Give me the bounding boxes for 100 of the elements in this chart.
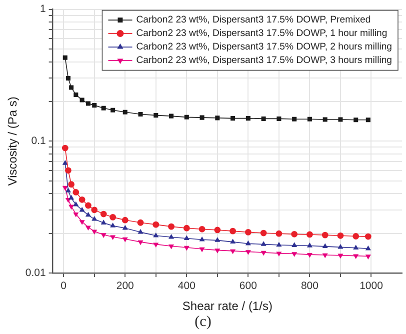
point (85, 226, 91, 231)
point (110, 222, 116, 228)
point (292, 252, 298, 257)
point (322, 232, 328, 238)
point (338, 117, 343, 122)
legend-label: Carbon2 23 wt%, Dispersant3 17.5% DOWP, 2 hours milling (136, 42, 392, 53)
point (100, 220, 106, 224)
point (110, 108, 116, 112)
point (183, 224, 190, 232)
point (122, 237, 128, 242)
x-axis-title: Shear rate / (1/s) (182, 299, 272, 314)
point (68, 181, 74, 188)
point (68, 204, 74, 210)
legend-label: Carbon2 23 wt%, Dispersant3 17.5% DOWP, Premixed (136, 14, 371, 26)
point (292, 242, 298, 247)
point (261, 116, 266, 121)
point (353, 254, 359, 260)
point (79, 206, 85, 212)
point (62, 160, 68, 165)
point (260, 230, 267, 236)
point (80, 98, 84, 102)
point (306, 231, 313, 238)
point (292, 116, 297, 122)
point (65, 167, 72, 174)
point (246, 116, 250, 121)
point (198, 226, 206, 232)
point (73, 212, 79, 218)
point (366, 118, 370, 122)
point (245, 240, 251, 246)
point (62, 55, 68, 60)
point (276, 242, 282, 247)
point (92, 103, 97, 108)
point (214, 237, 220, 242)
point (138, 240, 144, 246)
point (353, 244, 359, 250)
x-tick-label: 200 (116, 280, 134, 292)
x-tick-label: 0 (60, 280, 67, 292)
point (354, 118, 358, 122)
point (199, 236, 205, 242)
x-tick-label: 1000 (360, 280, 384, 292)
point (62, 186, 68, 191)
point (260, 241, 266, 246)
point (79, 220, 85, 225)
point (244, 228, 252, 236)
point (138, 112, 143, 116)
point (338, 254, 344, 259)
point (110, 214, 116, 220)
point (352, 233, 360, 240)
point (215, 116, 220, 120)
y-tick-label: 0.1 (31, 135, 46, 148)
point (306, 252, 312, 258)
point (92, 216, 98, 221)
point (168, 244, 174, 250)
point (260, 250, 266, 256)
point (138, 228, 144, 234)
point (66, 76, 70, 81)
point (122, 224, 128, 230)
point (72, 189, 80, 196)
point (365, 245, 371, 250)
point (230, 228, 236, 234)
point (199, 247, 205, 252)
point (74, 92, 78, 97)
point (85, 212, 91, 217)
point (214, 248, 220, 254)
point (306, 242, 312, 248)
point (322, 243, 328, 248)
point (100, 233, 106, 238)
point (214, 226, 221, 234)
legend-label: Carbon2 23 wt%, Dispersant3 17.5% DOWP, 3 hours milling (136, 55, 392, 66)
point (91, 206, 98, 214)
point (230, 238, 236, 244)
point (338, 244, 344, 249)
legend-label: Carbon2 23 wt%, Dispersant3 17.5% DOWP, 1 hour milling (136, 28, 388, 40)
point (73, 201, 79, 206)
point (86, 101, 90, 106)
point (78, 196, 86, 203)
point (68, 194, 74, 200)
point (230, 249, 236, 254)
point (245, 250, 251, 255)
point (184, 235, 190, 240)
x-tick-label: 400 (178, 280, 196, 292)
point (322, 253, 328, 258)
point (276, 252, 282, 257)
point (291, 230, 298, 238)
point (276, 116, 282, 121)
point (365, 254, 371, 260)
point (337, 232, 344, 239)
point (65, 188, 71, 192)
point (122, 110, 128, 114)
x-tick-label: 600 (239, 280, 258, 292)
point (364, 233, 372, 240)
point (69, 85, 74, 90)
point (137, 219, 144, 226)
x-tick-label: 800 (300, 280, 319, 292)
point (307, 116, 312, 122)
point (276, 230, 282, 237)
point (169, 114, 174, 118)
y-axis-title: Viscosity / (Pa s) (6, 96, 20, 186)
y-tick-label: 0.01 (25, 266, 46, 279)
point (100, 210, 107, 218)
